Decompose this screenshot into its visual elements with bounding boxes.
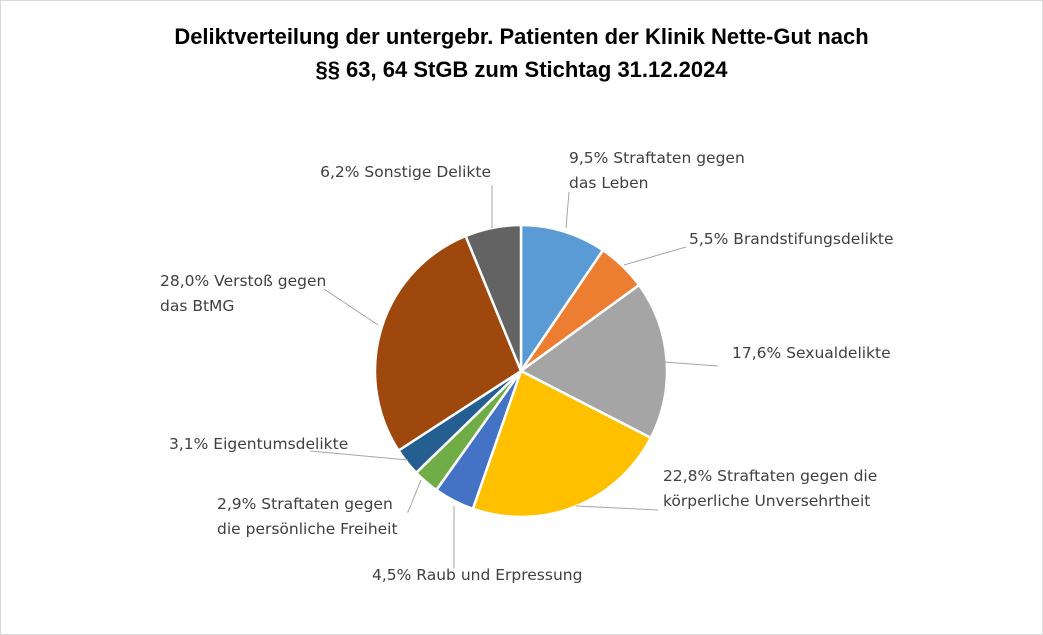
slice-label-4: 22,8% Straftaten gegen die körperliche Un… bbox=[663, 467, 877, 510]
chart-title: Deliktverteilung der untergebr. Patiente… bbox=[0, 20, 1043, 86]
slice-label-6-line-2: die persönliche Freiheit bbox=[217, 520, 398, 538]
slice-label-7-line-1: 3,1% Eigentumsdelikte bbox=[169, 435, 348, 453]
slice-label-9: 6,2% Sonstige Delikte bbox=[320, 163, 491, 181]
leader-line-6 bbox=[407, 479, 422, 513]
slice-label-9-line-1: 6,2% Sonstige Delikte bbox=[320, 163, 491, 181]
slice-label-4-line-2: körperliche Unversehrtheit bbox=[663, 492, 870, 510]
pie-slice-1 bbox=[519, 223, 605, 373]
slice-label-3: 17,6% Sexualdelikte bbox=[732, 344, 891, 362]
leader-lines bbox=[309, 185, 719, 568]
leader-line-7 bbox=[309, 450, 409, 461]
pie-slice-9 bbox=[464, 223, 523, 373]
slice-label-7: 3,1% Eigentumsdelikte bbox=[169, 435, 348, 453]
slice-label-4-line-1: 22,8% Straftaten gegen die bbox=[663, 467, 877, 485]
slice-label-8-line-1: 28,0% Verstoß gegen bbox=[160, 272, 326, 290]
chart-title-line-2: §§ 63, 64 StGB zum Stichtag 31.12.2024 bbox=[315, 57, 728, 82]
slice-label-1: 9,5% Straftaten gegen das Leben bbox=[569, 149, 745, 192]
slice-label-2-line-1: 5,5% Brandstifungsdelikte bbox=[689, 230, 894, 248]
leader-line-2 bbox=[623, 246, 687, 266]
leader-line-1 bbox=[565, 191, 570, 229]
leader-line-3 bbox=[663, 361, 719, 367]
slice-label-3-line-1: 17,6% Sexualdelikte bbox=[732, 344, 891, 362]
leader-line-8 bbox=[323, 288, 379, 326]
slice-label-5: 4,5% Raub und Erpressung bbox=[372, 566, 582, 584]
data-labels: 9,5% Straftaten gegen das Leben 5,5% Brand… bbox=[160, 149, 894, 584]
slice-label-1-line-1: 9,5% Straftaten gegen bbox=[569, 149, 745, 167]
slice-label-6-line-1: 2,9% Straftaten gegen bbox=[217, 495, 393, 513]
slice-label-2: 5,5% Brandstifungsdelikte bbox=[689, 230, 894, 248]
slice-label-8: 28,0% Verstoß gegen das BtMG bbox=[160, 272, 326, 315]
slice-label-5-line-1: 4,5% Raub und Erpressung bbox=[372, 566, 582, 584]
slice-label-8-line-2: das BtMG bbox=[160, 297, 234, 315]
pie-slice-3 bbox=[519, 283, 669, 440]
leader-line-4 bbox=[575, 505, 659, 511]
chart-title-line-1: Deliktverteilung der untergebr. Patiente… bbox=[174, 24, 869, 49]
slice-label-1-line-2: das Leben bbox=[569, 174, 648, 192]
pie-slices bbox=[373, 223, 669, 519]
pie-slice-4 bbox=[471, 369, 653, 519]
pie-slice-8 bbox=[373, 234, 523, 452]
slice-label-6: 2,9% Straftaten gegen die persönliche Fre… bbox=[217, 495, 398, 538]
